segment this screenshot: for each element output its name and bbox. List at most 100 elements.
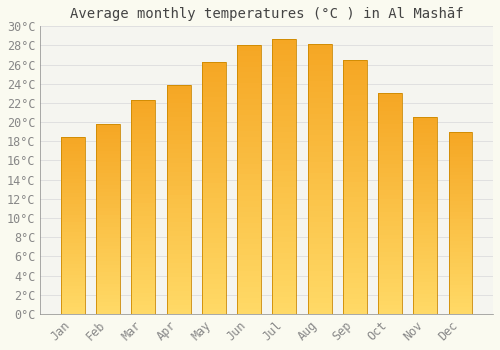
Bar bbox=[378, 301, 402, 305]
Bar bbox=[132, 143, 156, 147]
Bar bbox=[61, 246, 85, 250]
Bar bbox=[378, 239, 402, 243]
Bar bbox=[343, 60, 367, 65]
Bar bbox=[343, 248, 367, 253]
Bar bbox=[414, 117, 437, 121]
Bar bbox=[448, 267, 472, 270]
Bar bbox=[343, 309, 367, 314]
Bar bbox=[237, 115, 261, 121]
Bar bbox=[202, 97, 226, 102]
Bar bbox=[237, 250, 261, 255]
Bar bbox=[414, 243, 437, 247]
Bar bbox=[308, 211, 332, 217]
Bar bbox=[308, 87, 332, 92]
Bar bbox=[308, 114, 332, 119]
Bar bbox=[448, 183, 472, 187]
Bar bbox=[343, 75, 367, 80]
Bar bbox=[61, 303, 85, 307]
Bar bbox=[448, 132, 472, 135]
Bar bbox=[237, 180, 261, 185]
Bar bbox=[132, 139, 156, 143]
Bar bbox=[448, 154, 472, 157]
Bar bbox=[272, 193, 296, 198]
Bar bbox=[414, 306, 437, 310]
Bar bbox=[202, 62, 226, 67]
Bar bbox=[237, 233, 261, 239]
Bar bbox=[202, 289, 226, 294]
Bar bbox=[308, 184, 332, 190]
Bar bbox=[272, 270, 296, 275]
Bar bbox=[378, 212, 402, 217]
Bar bbox=[308, 71, 332, 76]
Bar bbox=[96, 181, 120, 185]
Bar bbox=[202, 299, 226, 304]
Bar bbox=[414, 219, 437, 224]
Bar bbox=[166, 254, 190, 259]
Bar bbox=[308, 157, 332, 162]
Bar bbox=[132, 241, 156, 245]
Bar bbox=[61, 193, 85, 197]
Bar bbox=[166, 98, 190, 103]
Bar bbox=[237, 121, 261, 126]
Bar bbox=[166, 264, 190, 268]
Bar bbox=[166, 158, 190, 163]
Bar bbox=[448, 226, 472, 230]
Bar bbox=[61, 136, 85, 140]
Bar bbox=[166, 227, 190, 231]
Bar bbox=[96, 196, 120, 200]
Bar bbox=[132, 130, 156, 134]
Bar bbox=[343, 172, 367, 177]
Bar bbox=[237, 99, 261, 105]
Bar bbox=[166, 85, 190, 314]
Bar bbox=[166, 282, 190, 286]
Bar bbox=[202, 233, 226, 238]
Bar bbox=[378, 129, 402, 133]
Bar bbox=[414, 200, 437, 204]
Bar bbox=[272, 110, 296, 116]
Bar bbox=[61, 158, 85, 161]
Bar bbox=[202, 228, 226, 233]
Bar bbox=[414, 121, 437, 125]
Bar bbox=[132, 267, 156, 271]
Bar bbox=[448, 248, 472, 252]
Bar bbox=[448, 175, 472, 179]
Bar bbox=[378, 292, 402, 296]
Bar bbox=[343, 121, 367, 126]
Bar bbox=[202, 117, 226, 122]
Bar bbox=[237, 223, 261, 228]
Bar bbox=[166, 240, 190, 245]
Bar bbox=[343, 197, 367, 202]
Bar bbox=[378, 274, 402, 279]
Bar bbox=[237, 158, 261, 163]
Bar bbox=[308, 271, 332, 276]
Bar bbox=[132, 194, 156, 198]
Bar bbox=[96, 143, 120, 147]
Bar bbox=[96, 226, 120, 230]
Bar bbox=[378, 168, 402, 173]
Bar bbox=[378, 296, 402, 301]
Bar bbox=[343, 85, 367, 90]
Bar bbox=[61, 154, 85, 158]
Bar bbox=[414, 125, 437, 129]
Bar bbox=[308, 200, 332, 206]
Bar bbox=[448, 241, 472, 245]
Bar bbox=[308, 179, 332, 184]
Bar bbox=[61, 239, 85, 243]
Bar bbox=[237, 110, 261, 115]
Bar bbox=[414, 129, 437, 133]
Bar bbox=[448, 216, 472, 219]
Bar bbox=[272, 121, 296, 127]
Bar bbox=[166, 286, 190, 291]
Bar bbox=[272, 198, 296, 204]
Bar bbox=[132, 216, 156, 220]
Bar bbox=[61, 218, 85, 222]
Bar bbox=[378, 261, 402, 265]
Bar bbox=[96, 234, 120, 238]
Bar bbox=[414, 290, 437, 294]
Bar bbox=[308, 141, 332, 146]
Bar bbox=[343, 233, 367, 238]
Bar bbox=[343, 131, 367, 136]
Bar bbox=[61, 307, 85, 310]
Bar bbox=[272, 127, 296, 132]
Bar bbox=[132, 224, 156, 228]
